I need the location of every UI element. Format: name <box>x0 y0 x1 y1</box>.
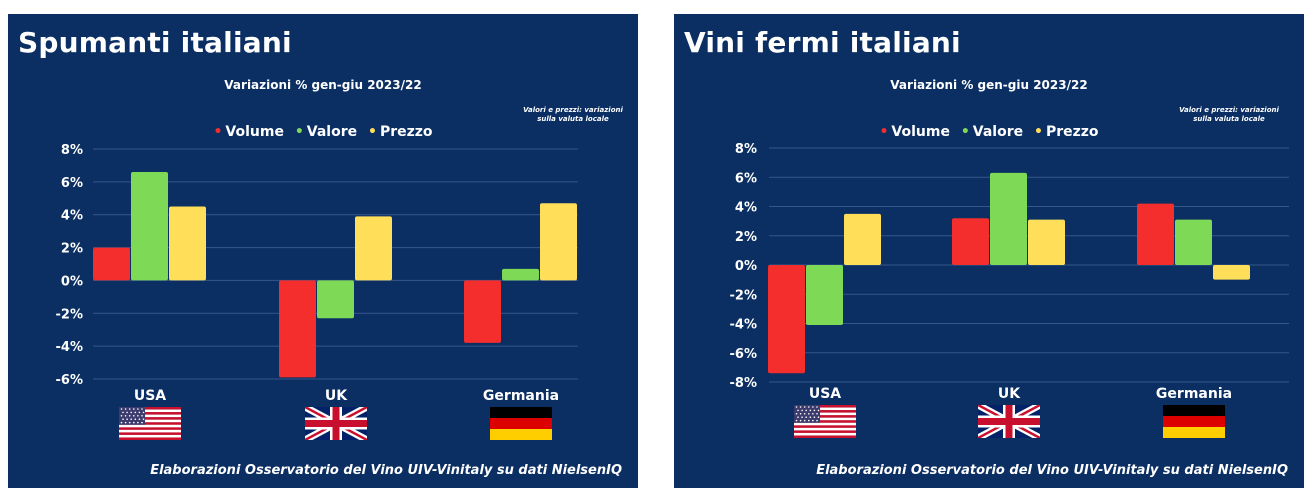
bar-germania-volume <box>1137 203 1174 265</box>
legend-item-prezzo: • Prezzo <box>368 124 433 140</box>
bar-usa-volume <box>768 265 805 374</box>
bar-uk-prezzo <box>1028 219 1065 265</box>
legend-item-valore: • Valore <box>295 124 357 140</box>
legend-item-volume: • Volume <box>879 124 950 140</box>
chart-panel-vini-fermi: Vini fermi italiani Variazioni % gen-giu… <box>674 14 1304 488</box>
y-axis: 8% 6% 4% 2% 0% -2% -4% -6% -8% <box>730 142 757 391</box>
y-tick-label: 8% <box>61 143 83 158</box>
legend-marker-valore: • <box>294 124 304 140</box>
x-axis: USA UK Germania <box>134 388 559 404</box>
y-gridlines <box>769 147 1289 383</box>
chart-note-line-2: sulla valuta locale <box>1193 115 1265 123</box>
bar-chart-spumanti: 8% 6% 4% 2% 0% -2% -4% -6% USA UK Germania <box>56 143 578 440</box>
legend-label-valore: Valore <box>972 124 1024 140</box>
us-flag <box>119 407 181 440</box>
legend-item-valore: • Valore <box>961 124 1023 140</box>
y-tick-label: -2% <box>56 307 83 322</box>
chart-subtitle: Variazioni % gen-giu 2023/22 <box>890 78 1088 92</box>
bar-usa-volume <box>93 247 130 281</box>
y-tick-label: 6% <box>61 176 83 191</box>
legend-marker-valore: • <box>960 124 970 140</box>
category-label-germania: Germania <box>483 388 559 404</box>
y-tick-label: 2% <box>61 242 83 257</box>
category-label-uk: UK <box>998 386 1021 402</box>
chart-legend: • Volume • Valore • Prezzo <box>8 124 638 140</box>
bar-usa-prezzo <box>844 213 881 265</box>
bar-usa-valore <box>131 172 168 281</box>
chart-note-line-1: Valori e prezzi: variazioni <box>523 106 623 114</box>
category-label-germania: Germania <box>1156 386 1232 402</box>
bar-uk-volume <box>952 218 989 265</box>
y-tick-label: -6% <box>56 373 83 388</box>
chart-note: Valori e prezzi: variazioni sulla valuta… <box>518 106 628 124</box>
y-tick-label: 8% <box>735 142 757 157</box>
legend-marker-prezzo: • <box>368 124 377 140</box>
bars <box>768 172 1250 374</box>
de-flag <box>490 407 552 440</box>
bar-uk-volume <box>279 280 316 378</box>
category-label-usa: USA <box>809 386 841 402</box>
y-tick-label: 4% <box>61 209 83 224</box>
legend-marker-volume: • <box>213 124 223 140</box>
chart-subtitle: Variazioni % gen-giu 2023/22 <box>224 78 422 92</box>
bars <box>93 172 577 378</box>
x-axis: USA UK Germania <box>809 386 1232 402</box>
y-axis: 8% 6% 4% 2% 0% -2% -4% -6% <box>56 143 83 388</box>
bar-uk-prezzo <box>355 216 392 281</box>
chart-source-footer: Elaborazioni Osservatorio del Vino UIV-V… <box>816 463 1288 478</box>
bar-uk-valore <box>990 172 1027 265</box>
bar-germania-volume <box>464 280 501 343</box>
uk-flag <box>978 405 1040 438</box>
legend-label-prezzo: Prezzo <box>1045 124 1099 140</box>
category-label-uk: UK <box>325 388 348 404</box>
panel-title: Vini fermi italiani <box>684 26 961 59</box>
chart-source-footer: Elaborazioni Osservatorio del Vino UIV-V… <box>150 463 622 478</box>
y-tick-label: -4% <box>730 318 757 333</box>
chart-note-line-1: Valori e prezzi: variazioni <box>1179 106 1279 114</box>
de-flag <box>1163 405 1225 438</box>
bar-germania-prezzo <box>540 203 577 281</box>
y-tick-label: 0% <box>61 274 83 289</box>
chart-note: Valori e prezzi: variazioni sulla valuta… <box>1174 106 1284 124</box>
panel-title: Spumanti italiani <box>18 26 292 59</box>
y-tick-label: 6% <box>735 171 757 186</box>
legend-label-prezzo: Prezzo <box>379 124 433 140</box>
chart-panel-spumanti: Spumanti italiani Variazioni % gen-giu 2… <box>8 14 638 488</box>
bar-uk-valore <box>317 280 354 319</box>
y-tick-label: -4% <box>56 340 83 355</box>
us-flag <box>794 405 856 438</box>
y-tick-label: 0% <box>735 259 757 274</box>
y-tick-label: 2% <box>735 230 757 245</box>
legend-label-volume: Volume <box>891 124 950 140</box>
legend-label-valore: Valore <box>306 124 358 140</box>
bar-germania-valore <box>502 268 539 281</box>
category-label-usa: USA <box>134 388 166 404</box>
bar-usa-valore <box>806 265 843 325</box>
y-tick-label: -2% <box>730 288 757 303</box>
bar-germania-prezzo <box>1213 265 1250 280</box>
y-tick-label: 4% <box>735 201 757 216</box>
uk-flag <box>305 407 367 440</box>
y-tick-label: -6% <box>730 347 757 362</box>
bar-chart-vini-fermi: 8% 6% 4% 2% 0% -2% -4% -6% -8% USA UK Germania <box>730 142 1289 438</box>
legend-marker-volume: • <box>879 124 889 140</box>
y-tick-label: -8% <box>730 376 757 391</box>
chart-legend: • Volume • Valore • Prezzo <box>674 124 1304 140</box>
bar-germania-valore <box>1175 219 1212 265</box>
legend-label-volume: Volume <box>225 124 284 140</box>
bar-usa-prezzo <box>169 206 206 281</box>
chart-note-line-2: sulla valuta locale <box>537 115 609 123</box>
legend-marker-prezzo: • <box>1034 124 1043 140</box>
legend-item-prezzo: • Prezzo <box>1034 124 1099 140</box>
legend-item-volume: • Volume <box>213 124 284 140</box>
